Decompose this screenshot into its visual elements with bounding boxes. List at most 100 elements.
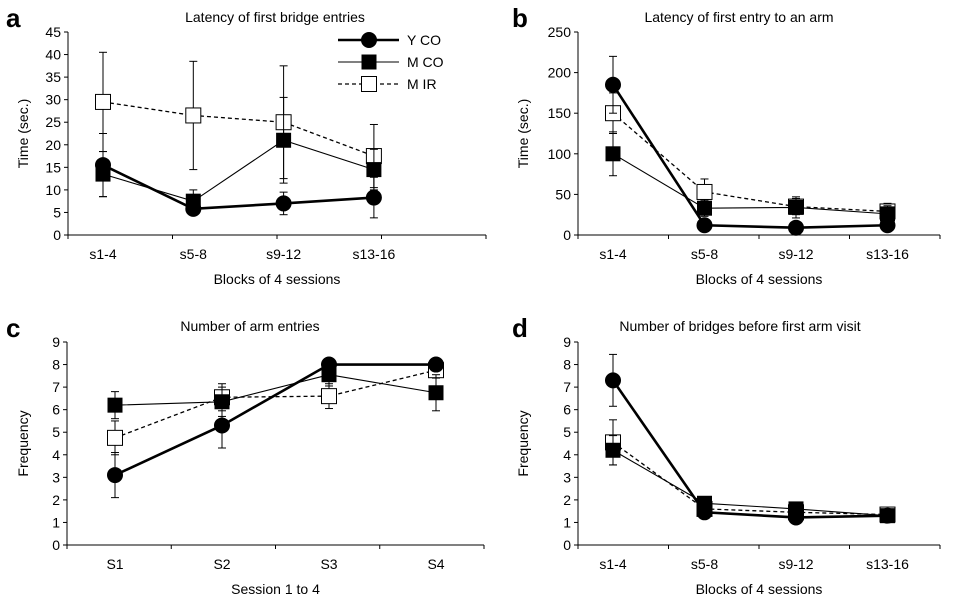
x-axis-label: Blocks of 4 sessions xyxy=(214,271,341,287)
x-tick-label: s5-8 xyxy=(691,246,718,262)
data-point xyxy=(879,507,896,524)
y-tick-label: 3 xyxy=(52,469,60,485)
x-tick-label: S2 xyxy=(213,556,230,572)
panel-d: d Number of bridges before first arm visi… xyxy=(512,313,941,597)
chart-title: Number of arm entries xyxy=(180,318,319,334)
series-m-ir xyxy=(107,361,444,456)
series-m-ir xyxy=(95,51,382,189)
y-tick-label: 6 xyxy=(52,402,60,418)
series-y-co xyxy=(95,133,382,219)
chart-title: Number of bridges before first arm visit xyxy=(619,318,860,334)
legend-label: M IR xyxy=(407,76,437,92)
data-point xyxy=(275,195,292,212)
y-axis-label: Frequency xyxy=(15,410,31,476)
series-line xyxy=(611,84,888,229)
y-tick-label: 5 xyxy=(52,424,60,440)
x-tick-label: s5-8 xyxy=(691,556,718,572)
x-tick-label: s1-4 xyxy=(599,246,626,262)
y-tick-label: 0 xyxy=(563,227,571,243)
y-axis-label: Time (sec.) xyxy=(515,99,531,168)
y-tick-label: 3 xyxy=(563,469,571,485)
x-tick-label: S4 xyxy=(427,556,444,572)
series-m-co xyxy=(107,362,444,420)
data-point xyxy=(214,417,230,434)
series-line xyxy=(102,101,375,157)
x-tick-label: s13-16 xyxy=(352,246,395,262)
data-point xyxy=(107,397,123,413)
x-axis-label: Session 1 to 4 xyxy=(231,581,320,597)
y-tick-label: 6 xyxy=(563,402,571,418)
x-tick-label: s9-12 xyxy=(778,556,813,572)
y-tick-label: 7 xyxy=(52,379,60,395)
series-line xyxy=(612,153,888,215)
legend-marker xyxy=(361,54,377,70)
data-point xyxy=(366,162,382,178)
y-tick-label: 4 xyxy=(52,447,60,463)
y-tick-label: 250 xyxy=(548,24,572,40)
series-line xyxy=(612,441,888,516)
panel-letter: a xyxy=(6,3,21,33)
x-axis-label: Blocks of 4 sessions xyxy=(696,271,823,287)
data-point xyxy=(95,93,111,110)
data-point xyxy=(276,132,292,148)
y-tick-label: 45 xyxy=(45,24,61,40)
series-y-co xyxy=(605,55,896,236)
y-tick-label: 9 xyxy=(563,334,571,350)
panel-c: c Number of arm entries 0 1 2 3 4 5 6 7 8 9 S1 S2 S3 S4… xyxy=(6,313,485,597)
series-m-co xyxy=(605,131,895,223)
y-tick-label: 8 xyxy=(52,357,60,373)
legend-marker xyxy=(361,32,377,48)
data-point xyxy=(95,157,111,174)
y-tick-label: 25 xyxy=(45,114,61,130)
data-point xyxy=(185,200,202,217)
data-point xyxy=(696,504,713,521)
x-axis-label: Blocks of 4 sessions xyxy=(696,581,823,597)
panel-letter: d xyxy=(512,313,528,343)
legend-marker xyxy=(361,76,377,92)
series-line xyxy=(114,369,437,439)
y-tick-label: 4 xyxy=(563,447,571,463)
data-point xyxy=(605,76,621,93)
data-point xyxy=(696,217,713,234)
x-tick-label: s9-12 xyxy=(266,246,301,262)
series-line xyxy=(102,163,374,211)
panel-letter: b xyxy=(512,3,528,33)
y-tick-label: 2 xyxy=(52,492,60,508)
data-point xyxy=(428,356,444,373)
x-tick-label: S3 xyxy=(320,556,337,572)
series-line xyxy=(611,379,888,519)
x-tick-label: s1-4 xyxy=(599,556,626,572)
y-tick-label: 10 xyxy=(45,182,61,198)
data-point xyxy=(107,429,123,446)
y-tick-label: 50 xyxy=(555,186,571,202)
data-point xyxy=(605,372,621,389)
data-point xyxy=(788,199,804,215)
series-m-co xyxy=(95,96,382,213)
y-tick-label: 8 xyxy=(563,357,571,373)
legend: Y CO M CO M IR xyxy=(338,32,444,92)
series-y-co xyxy=(107,356,444,499)
panel-letter: c xyxy=(6,313,20,343)
y-tick-label: 0 xyxy=(563,537,571,553)
y-tick-label: 5 xyxy=(53,204,61,220)
panel-b: b Latency of first entry to an arm 0 50 100 1… xyxy=(512,3,941,287)
series-line xyxy=(612,112,888,213)
data-point xyxy=(185,107,202,124)
series-line xyxy=(102,139,375,202)
data-point xyxy=(697,200,712,216)
data-point xyxy=(788,509,804,526)
legend-label: Y CO xyxy=(407,32,441,48)
y-axis-label: Time (sec.) xyxy=(15,99,31,168)
y-tick-label: 2 xyxy=(563,492,571,508)
y-tick-label: 1 xyxy=(52,514,60,530)
data-point xyxy=(321,356,337,373)
chart-title: Latency of first entry to an arm xyxy=(644,9,833,25)
data-point xyxy=(605,442,621,458)
y-tick-label: 0 xyxy=(53,227,61,243)
x-tick-label: s9-12 xyxy=(778,246,813,262)
chart-title: Latency of first bridge entries xyxy=(185,9,365,25)
x-tick-label: s13-16 xyxy=(866,556,909,572)
series-m-ir xyxy=(605,92,896,221)
data-point xyxy=(696,183,713,200)
